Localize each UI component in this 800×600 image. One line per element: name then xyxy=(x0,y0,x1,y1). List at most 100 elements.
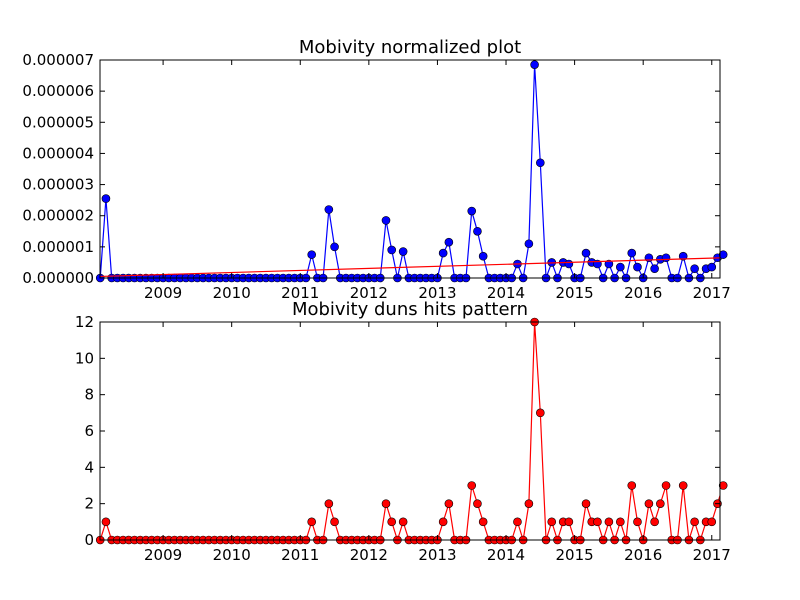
normalized-y-tick-label-6: 0.000006 xyxy=(22,82,94,100)
normalized-point-2012-04 xyxy=(381,216,391,225)
normalized-axes-frame xyxy=(99,59,721,279)
duns-x-tick-label-2010: 2010 xyxy=(213,546,251,564)
duns-point-2016-10 xyxy=(690,517,699,527)
normalized-series-1-line xyxy=(100,257,720,278)
duns-point-2016-08 xyxy=(678,481,688,490)
normalized-point-2016-05 xyxy=(661,253,671,263)
normalized-point-2017-01 xyxy=(707,262,717,272)
duns-point-2014-03 xyxy=(513,517,522,527)
normalized-point-2015-11 xyxy=(627,248,637,258)
normalized-y-tick-label-1: 0.000001 xyxy=(22,238,94,256)
duns-point-2013-03 xyxy=(444,499,454,508)
duns-y-tick-label-0: 0 xyxy=(84,531,94,549)
normalized-point-2014-12 xyxy=(564,259,574,269)
normalized-point-2013-09 xyxy=(478,251,488,261)
normalized-point-2011-06 xyxy=(324,205,334,214)
normalized-point-2013-02 xyxy=(438,248,448,258)
duns-point-2017-01 xyxy=(707,517,717,527)
duns-point-2011-07 xyxy=(330,517,339,527)
duns-x-tick-label-2015: 2015 xyxy=(556,546,594,564)
normalized-point-2016-08 xyxy=(678,251,688,261)
normalized-y-tick-label-2: 0.000002 xyxy=(22,207,94,225)
normalized-y-tick-label-5: 0.000005 xyxy=(22,113,94,131)
duns-hits-panel: Mobivity duns hits pattern 2009 2010 2011 2… xyxy=(75,299,731,564)
duns-point-2014-12 xyxy=(564,517,574,527)
duns-point-2015-12 xyxy=(633,517,642,527)
normalized-point-2015-12 xyxy=(633,262,642,272)
duns-point-2016-02 xyxy=(644,499,654,508)
duns-point-2014-05 xyxy=(524,499,534,508)
duns-point-2015-11 xyxy=(627,481,637,490)
duns-point-2012-07 xyxy=(398,517,408,527)
normalized-point-2011-03 xyxy=(307,250,317,259)
duns-point-2013-09 xyxy=(478,517,488,527)
duns-x-tick-label-2014: 2014 xyxy=(487,546,525,564)
duns-point-2011-06 xyxy=(324,499,334,508)
normalized-point-2014-07 xyxy=(536,158,545,168)
duns-point-2011-03 xyxy=(307,517,317,527)
normalized-y-tick-label-7: 0.000007 xyxy=(22,51,94,69)
duns-point-2015-09 xyxy=(616,517,625,527)
normalized-point-2012-05 xyxy=(387,245,397,255)
normalized-x-tick-label-2014: 2014 xyxy=(487,284,525,302)
normalized-point-2016-03 xyxy=(650,264,659,273)
duns-point-2017-03 xyxy=(718,481,728,490)
duns-point-2015-03 xyxy=(581,499,591,508)
normalized-y-tick-label-3: 0.000003 xyxy=(22,176,94,194)
duns-point-2015-07 xyxy=(604,517,614,527)
normalized-point-2011-07 xyxy=(330,242,339,252)
normalized-point-2013-08 xyxy=(473,226,482,236)
normalized-x-tick-label-2013: 2013 xyxy=(418,284,456,302)
duns-x-tick-label-2011: 2011 xyxy=(281,546,319,564)
duns-point-2012-04 xyxy=(381,499,391,508)
duns-y-tick-label-6: 12 xyxy=(75,313,94,331)
normalized-x-tick-label-2010: 2010 xyxy=(213,284,251,302)
normalized-point-2017-03 xyxy=(718,250,728,259)
duns-series-0-line xyxy=(100,322,720,540)
duns-point-2013-08 xyxy=(473,499,482,508)
duns-x-tick-label-2013: 2013 xyxy=(418,546,456,564)
duns-point-2016-03 xyxy=(650,517,659,527)
duns-point-2014-07 xyxy=(536,408,545,418)
duns-hits-title: Mobivity duns hits pattern xyxy=(292,299,528,320)
duns-point-2016-05 xyxy=(661,481,671,490)
normalized-point-2013-03 xyxy=(444,237,454,247)
normalized-y-tick-label-0: 0.000000 xyxy=(22,269,94,287)
normalized-x-tick-label-2011: 2011 xyxy=(281,284,319,302)
duns-point-2013-07 xyxy=(467,481,477,490)
normalized-series-0-line xyxy=(100,64,720,278)
duns-x-tick-label-2016: 2016 xyxy=(624,546,662,564)
duns-point-2012-05 xyxy=(387,517,397,527)
duns-y-tick-label-3: 6 xyxy=(84,422,94,440)
normalized-plot-title: Mobivity normalized plot xyxy=(299,37,521,58)
normalized-point-2016-10 xyxy=(690,264,699,273)
normalized-x-tick-label-2009: 2009 xyxy=(144,284,182,302)
normalized-point-2015-07 xyxy=(604,259,614,269)
duns-point-2008-03 xyxy=(101,517,111,527)
duns-x-tick-label-2009: 2009 xyxy=(144,546,182,564)
duns-point-2014-09 xyxy=(547,517,557,527)
normalized-point-2013-07 xyxy=(467,206,477,216)
normalized-point-2008-03 xyxy=(101,194,111,203)
normalized-point-2014-05 xyxy=(524,239,534,249)
duns-point-2015-05 xyxy=(593,517,602,527)
normalized-x-tick-label-2015: 2015 xyxy=(556,284,594,302)
normalized-point-2015-09 xyxy=(616,262,625,272)
duns-point-2013-02 xyxy=(438,517,448,527)
normalized-point-2014-06 xyxy=(530,60,539,69)
duns-y-tick-label-5: 10 xyxy=(75,349,94,367)
normalized-point-2015-03 xyxy=(581,248,591,258)
duns-y-tick-label-1: 2 xyxy=(84,495,94,513)
normalized-x-tick-label-2012: 2012 xyxy=(350,284,388,302)
duns-x-tick-label-2017: 2017 xyxy=(693,546,731,564)
normalized-point-2012-07 xyxy=(398,247,408,256)
normalized-plot-panel: Mobivity normalized plot 2009 2010 2011 201… xyxy=(22,37,730,302)
duns-y-tick-label-4: 8 xyxy=(84,386,94,404)
duns-x-tick-label-2012: 2012 xyxy=(350,546,388,564)
duns-point-2016-04 xyxy=(656,499,665,508)
normalized-y-tick-label-4: 0.000004 xyxy=(22,144,94,162)
duns-axes-frame xyxy=(99,321,721,541)
normalized-x-tick-label-2016: 2016 xyxy=(624,284,662,302)
